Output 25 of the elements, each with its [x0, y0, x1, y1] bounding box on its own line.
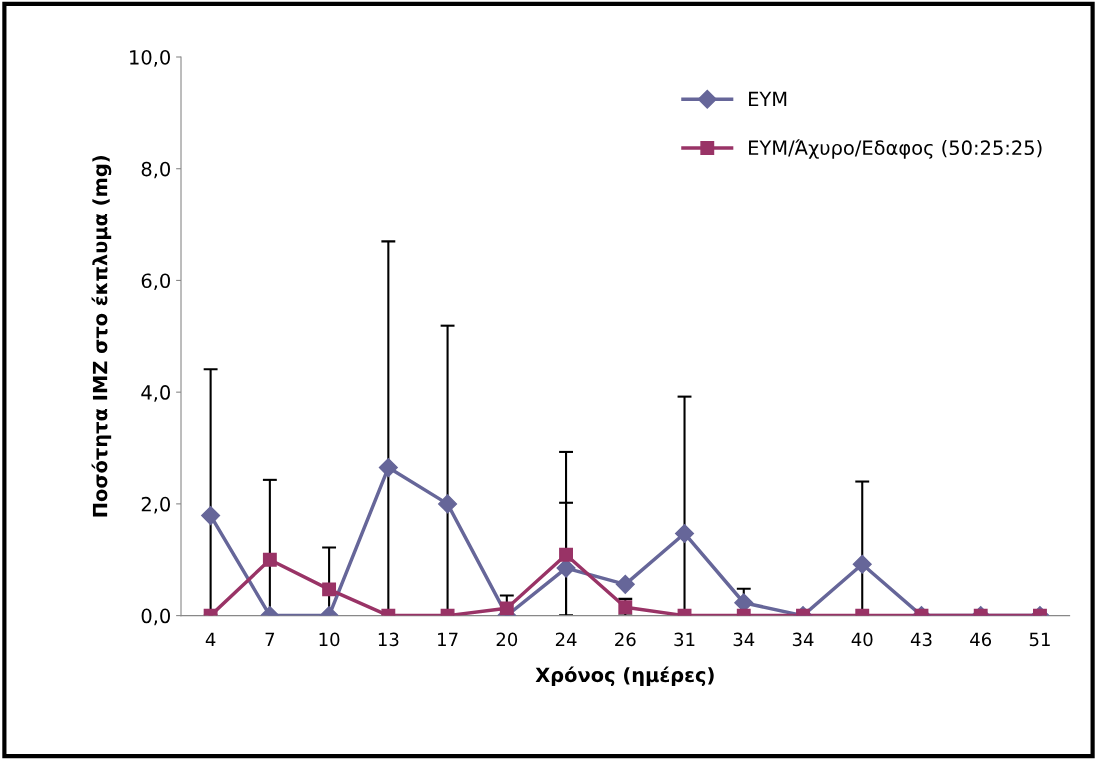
x-tick-label: 46	[970, 632, 992, 647]
x-tick-label: 17	[438, 632, 458, 646]
x-tick-label: 51	[1029, 632, 1050, 647]
y-axis-title: Ποσότητα IMZ στο έκπλυμα (mg)	[91, 156, 112, 517]
legend-label: EYM	[749, 91, 787, 107]
x-tick-label: 40	[851, 632, 873, 647]
x-tick-label: 20	[496, 632, 518, 647]
y-tick-label: 8,0	[141, 161, 170, 179]
y-tick-label: 4,0	[141, 385, 170, 402]
x-tick-label: 10	[319, 632, 340, 647]
x-tick-label: 13	[378, 632, 399, 647]
legend-label: EYM/Άχυρο/Εδαφος (50:25:25)	[749, 139, 1042, 159]
x-tick-label: 24	[555, 632, 577, 646]
x-tick-label: 31	[674, 632, 695, 647]
x-axis-title: Χρόνος (ημέρες)	[535, 666, 714, 687]
x-tick-label: 34	[792, 632, 814, 647]
x-tick-label: 26	[615, 632, 636, 647]
y-tick-label: 10,0	[130, 49, 170, 67]
y-tick-label: 6,0	[141, 273, 170, 291]
x-tick-label: 4	[205, 632, 216, 646]
x-tick-label: 7	[265, 632, 275, 646]
x-tick-label: 34	[733, 632, 755, 647]
x-tick-label: 43	[910, 632, 932, 647]
y-tick-label: 0,0	[141, 608, 170, 626]
y-tick-label: 2,0	[141, 496, 170, 514]
